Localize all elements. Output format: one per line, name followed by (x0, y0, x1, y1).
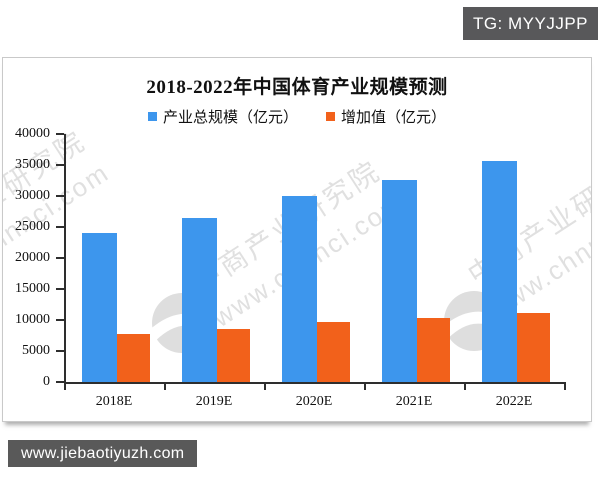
y-tick-mark (56, 319, 64, 321)
y-tick-label: 10000 (15, 312, 50, 327)
x-tick-mark (164, 384, 166, 390)
y-tick-mark (56, 288, 64, 290)
x-tick-mark (564, 384, 566, 390)
x-axis-labels: 2018E 2019E 2020E 2021E 2022E (64, 394, 564, 410)
bar-total-2019E (182, 217, 217, 382)
x-tick-label: 2021E (395, 394, 433, 409)
x-tick-mark (264, 384, 266, 390)
y-tick-label: 5000 (22, 343, 50, 358)
bar-added-2021E (417, 317, 450, 382)
x-axis-ticks (64, 384, 566, 390)
y-tick-mark (56, 195, 64, 197)
legend-item: 产业总规模（亿元） (147, 106, 298, 127)
y-tick-label: 30000 (15, 188, 50, 203)
tg-badge: TG: MYYJJPP (463, 7, 598, 40)
bar-total-2018E (82, 233, 117, 382)
legend-label: 产业总规模（亿元） (162, 110, 298, 126)
site-badge: www.jiebaotiyuzh.com (8, 440, 198, 467)
y-axis-ticks (56, 133, 64, 383)
x-tick-mark (464, 384, 466, 390)
bar-added-2019E (217, 328, 250, 382)
y-tick-mark (56, 133, 64, 135)
y-tick-mark (56, 226, 64, 228)
category-cell-2022E (466, 134, 566, 382)
chart-title: 2018-2022年中国体育产业规模预测 (146, 77, 448, 98)
y-tick-label: 25000 (15, 219, 50, 234)
y-tick-mark (56, 257, 64, 259)
y-tick-mark (56, 381, 64, 383)
legend-swatch (326, 112, 335, 121)
bar-added-2022E (517, 312, 550, 382)
legend-swatch (147, 112, 157, 121)
x-tick-label: 2022E (495, 394, 533, 409)
legend-item: 增加值（亿元） (326, 106, 446, 127)
x-tick-label: 2020E (295, 394, 333, 409)
category-cell-2018E (66, 134, 166, 382)
x-tick-mark (364, 384, 366, 390)
bar-total-2022E (482, 161, 517, 382)
y-tick-label: 20000 (15, 250, 50, 265)
bar-added-2018E (117, 333, 150, 382)
bar-total-2020E (282, 196, 317, 382)
y-tick-label: 15000 (15, 281, 50, 296)
legend-label: 增加值（亿元） (341, 110, 447, 126)
bar-total-2021E (382, 179, 417, 382)
category-cell-2019E (166, 134, 266, 382)
category-cell-2021E (366, 134, 466, 382)
y-tick-label: 0 (43, 374, 50, 389)
bar-added-2020E (317, 321, 350, 382)
x-tick-mark (64, 384, 66, 390)
y-tick-mark (56, 350, 64, 352)
y-tick-label: 35000 (15, 157, 50, 172)
x-tick-label: 2018E (95, 394, 133, 409)
y-tick-mark (56, 164, 64, 166)
y-tick-label: 40000 (15, 126, 50, 141)
categories (66, 134, 566, 382)
category-cell-2020E (266, 134, 366, 382)
plot-area (64, 134, 566, 384)
chart-panel: 中商产业研究院 www.chnnci.com 中商产业研究院 www.chnnc… (2, 57, 592, 422)
y-axis-labels: 0 5000 10000 15000 20000 25000 30000 35000 40000 (3, 126, 53, 389)
x-tick-label: 2019E (195, 394, 233, 409)
chart-layer: 2018-2022年中国体育产业规模预测 产业总规模（亿元） 增加值（亿元） 0 5… (3, 58, 591, 421)
legend: 产业总规模（亿元） 增加值（亿元） (3, 106, 591, 127)
